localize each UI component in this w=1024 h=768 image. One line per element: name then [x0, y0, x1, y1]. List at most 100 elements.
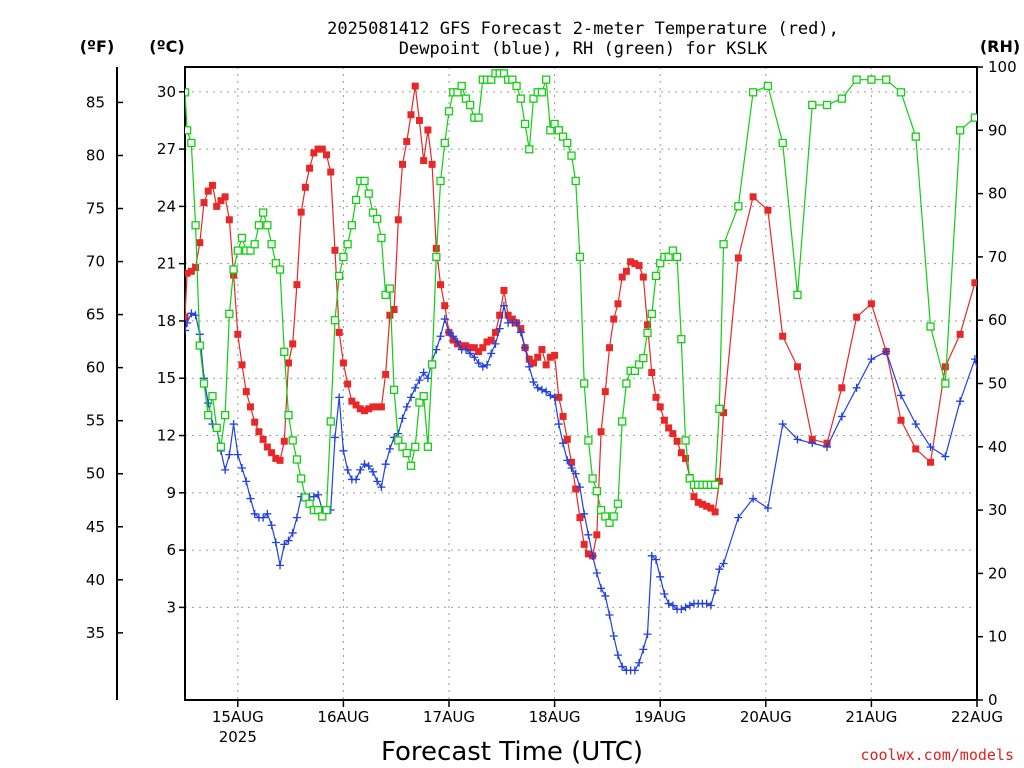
- rh-point: [263, 221, 272, 230]
- temperature-point: [213, 202, 221, 210]
- rh-point: [322, 505, 331, 515]
- rh-point: [529, 94, 538, 103]
- dewpoint-point: [911, 420, 920, 429]
- rh-point: [715, 404, 724, 413]
- dewpoint-point: [926, 442, 935, 451]
- rh-point: [710, 480, 720, 489]
- x-axis-label: Forecast Time (UTC): [381, 737, 643, 767]
- dewpoint-point: [867, 355, 876, 364]
- rh-point: [672, 252, 682, 262]
- rh-point: [542, 75, 551, 84]
- rh-point: [436, 176, 445, 186]
- temperature-point: [331, 246, 339, 254]
- rh-point: [250, 240, 259, 249]
- rh-point: [444, 107, 454, 116]
- series-line: [185, 305, 977, 672]
- dewpoint-point: [238, 463, 247, 472]
- series-layer: [185, 69, 1021, 675]
- temperature-point: [669, 430, 677, 438]
- temperature-point: [597, 428, 605, 436]
- rh-point: [398, 442, 407, 451]
- rh-point: [487, 75, 496, 84]
- dewpoint-point: [706, 601, 715, 610]
- temperature-point: [614, 300, 622, 308]
- rh-tick-label: 20: [988, 564, 1007, 582]
- rh-point: [571, 176, 580, 186]
- temperature-point: [339, 359, 347, 367]
- temperature-point: [853, 313, 861, 321]
- dewpoint-point: [852, 383, 861, 392]
- dewpoint-point: [521, 343, 530, 352]
- dewpoint-point: [837, 412, 846, 421]
- temperature-point: [276, 456, 284, 464]
- dewpoint-point: [588, 551, 597, 560]
- temperature-point: [297, 208, 305, 216]
- dewpoint-point: [415, 376, 424, 385]
- rh-point: [389, 385, 399, 394]
- temperature-point: [361, 407, 369, 415]
- fahrenheit-tick-label: 50: [86, 465, 105, 483]
- dewpoint-point: [554, 420, 563, 429]
- dewpoint-point: [677, 605, 686, 614]
- temperature-point: [912, 445, 920, 453]
- rh-point: [554, 126, 563, 135]
- rh-point: [592, 486, 601, 496]
- rh-point: [461, 94, 471, 103]
- rh-point: [225, 309, 234, 319]
- rh-point: [343, 240, 352, 249]
- rh-point: [550, 119, 559, 129]
- temperature-point: [652, 393, 660, 401]
- temperature-point: [306, 164, 314, 172]
- rh-point: [288, 436, 297, 445]
- temperature-point: [386, 311, 394, 319]
- dewpoint-point: [533, 383, 542, 392]
- rh-point: [656, 259, 665, 268]
- temperature-point: [437, 281, 445, 289]
- rh-point: [639, 354, 648, 363]
- rh-point: [651, 271, 661, 281]
- temperature-point: [246, 403, 254, 411]
- dewpoint-point: [605, 611, 614, 620]
- temperature-point: [660, 416, 668, 424]
- rh-point: [364, 189, 373, 198]
- dewpoint-point: [734, 513, 743, 522]
- dewpoint-point: [575, 483, 584, 492]
- dewpoint-point: [715, 565, 724, 574]
- chart-title-line1: 2025081412 GFS Forecast 2-meter Temperat…: [327, 19, 839, 39]
- rh-point: [385, 284, 395, 293]
- dewpoint-point: [639, 645, 648, 654]
- dewpoint-point: [592, 569, 601, 578]
- rh-tick-label: 70: [988, 248, 1007, 266]
- temperature-point: [538, 346, 546, 354]
- rh-point: [546, 126, 555, 135]
- dewpoint-point: [470, 353, 479, 362]
- rh-point: [748, 88, 758, 97]
- rh-point: [195, 341, 204, 350]
- temperature-point: [200, 199, 208, 207]
- rh-point: [474, 113, 483, 122]
- dewpoint-point: [185, 318, 192, 327]
- fahrenheit-tick-label: 55: [86, 412, 105, 430]
- temperature-point: [793, 363, 801, 371]
- temperature-point: [470, 344, 478, 352]
- temperature-point: [377, 403, 385, 411]
- temperature-point: [369, 403, 377, 411]
- rh-point: [1014, 127, 1021, 134]
- rh-point: [664, 252, 673, 262]
- axes: [116, 66, 983, 707]
- dewpoint-point: [656, 572, 665, 581]
- temperature-point: [491, 328, 499, 336]
- celsius-tick-label: 6: [166, 541, 176, 559]
- temperature-point: [238, 361, 246, 369]
- temperature-point: [399, 160, 407, 168]
- temperature-point: [259, 435, 267, 443]
- temperature-point: [394, 216, 402, 224]
- dewpoint-point: [584, 530, 593, 539]
- dewpoint-point: [567, 463, 576, 472]
- celsius-tick-label: 27: [157, 140, 176, 158]
- rh-point: [955, 126, 965, 135]
- rh-point: [313, 505, 323, 515]
- temperature-point: [703, 502, 711, 510]
- rh-point: [575, 252, 585, 262]
- fahrenheit-unit-label: (ºF): [80, 37, 115, 56]
